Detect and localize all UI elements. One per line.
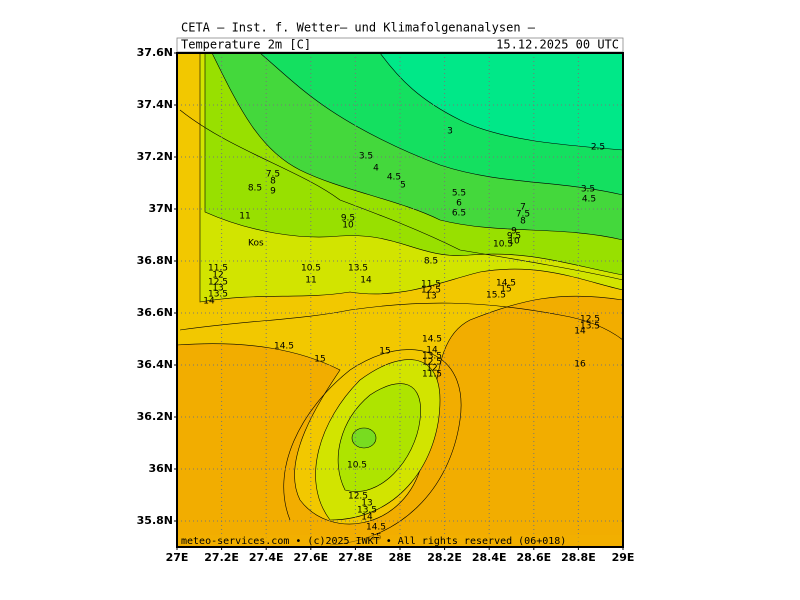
contour-label: 13 [212, 284, 223, 294]
contour-label: 5.5 [452, 189, 466, 199]
contour-label: 13.5 [348, 264, 368, 274]
contour-label: 2.5 [591, 143, 605, 153]
contour-label: 12 [212, 271, 223, 281]
lon-label: 28.2E [427, 551, 462, 564]
contour-label: 11 [305, 276, 316, 286]
lat-label: 36.6N [137, 306, 173, 319]
contour-label: 8.5 [424, 257, 438, 267]
contour-label: 10 [342, 221, 354, 231]
lat-label: 36.4N [137, 358, 173, 371]
contour-label: 10.5 [347, 461, 367, 471]
contour-label: 10.5 [493, 240, 513, 250]
contour-label: 7.5 [266, 170, 280, 180]
contour-label: 6 [456, 199, 462, 209]
lat-label: 36.2N [137, 410, 173, 423]
contour-label: 4 [373, 164, 379, 174]
contour-label: 11 [239, 212, 250, 222]
contour-label: 15 [379, 347, 390, 357]
contour-label: 14.5 [496, 279, 516, 289]
contour-label: 14 [203, 297, 215, 307]
contour-label: 9 [511, 227, 517, 237]
place-label: Kos [248, 239, 264, 249]
footer-band [177, 535, 623, 547]
lat-label: 37.2N [137, 150, 173, 163]
contour-label: 15.5 [486, 291, 506, 301]
contour-label: 13.5 [208, 290, 228, 300]
contour-label: 10.5 [301, 264, 321, 274]
contour-label: 14.5 [422, 335, 442, 345]
contour-label: 12.5 [208, 278, 228, 288]
contour-label: 14 [426, 346, 438, 356]
contour-label: 13.5 [357, 506, 377, 516]
contour-label: 15 [314, 355, 325, 365]
lon-label: 27E [166, 551, 189, 564]
contour-label: 3.5 [359, 152, 373, 162]
contour-label: 9.5 [341, 214, 355, 224]
contour-label: 14 [361, 513, 373, 523]
lon-label: 28.4E [472, 551, 507, 564]
contour-labels: 33.544.552.53.54.55.566.577.587.588.5 911… [203, 127, 605, 543]
contour-label: 3 [447, 127, 453, 137]
contour-line [179, 302, 623, 341]
contour-label: 12.5 [422, 358, 442, 368]
contour-label: 12.5 [421, 286, 441, 296]
contour-label: 7.5 [516, 210, 530, 220]
contour-label: 6.5 [452, 209, 466, 219]
contour-label: 14.5 [366, 523, 386, 533]
contour-label: 12.5 [348, 492, 368, 502]
lon-label: 29E [612, 551, 635, 564]
contour-label: 8.5 [248, 184, 262, 194]
axes: 37.6N37.4N37.2N37N36.8N36.6N36.4N36.2N36… [137, 46, 635, 564]
datetime: 15.12.2025 00 UTC [496, 38, 619, 52]
contour-label: 16 [574, 360, 586, 370]
contour-label: 8 [520, 217, 526, 227]
lat-label: 37.6N [137, 46, 173, 59]
contour-label: 10 [508, 237, 520, 247]
contour-label: 12.5 [580, 315, 600, 325]
lat-label: 36.8N [137, 254, 173, 267]
contour-label: 4.5 [387, 173, 401, 183]
contour-label: 14 [360, 276, 372, 286]
contour-label: 5 [400, 181, 406, 191]
lon-label: 27.8E [338, 551, 373, 564]
fill-band [350, 53, 623, 151]
lon-label: 28.6E [516, 551, 551, 564]
field: Kos 33.544.552.53.54.55.566.577.587.588.… [177, 53, 623, 547]
contour-label: 14 [574, 327, 586, 337]
contour-line [283, 349, 462, 546]
contour-label: 13.5 [580, 322, 600, 332]
fill-band [337, 383, 421, 492]
contour-label: 15 [500, 285, 511, 295]
contour-label: 13.5 [422, 352, 442, 362]
contour-label: 9.5 [507, 232, 521, 242]
contour-label: 12 [426, 364, 437, 374]
footer: meteo-services.com • (c)2025 IWKT • All … [181, 536, 566, 547]
variable-title: Temperature 2m [C] [181, 38, 311, 52]
contour-label: 14.5 [274, 342, 294, 352]
lat-label: 37N [148, 202, 173, 215]
fill-band [351, 427, 377, 449]
contour-label: 11.5 [422, 370, 442, 380]
lat-label: 35.8N [137, 514, 173, 527]
contour-label: 7 [520, 203, 526, 213]
contour-label: 8 [270, 177, 276, 187]
institute-title: CETA – Inst. f. Wetter– und Klimafolgena… [181, 21, 536, 35]
lon-label: 27.2E [204, 551, 239, 564]
contour-label: 11.5 [421, 280, 441, 290]
contour-label: 9 [270, 187, 276, 197]
contour-label: 11.5 [208, 264, 228, 274]
lon-label: 28E [389, 551, 412, 564]
contour-line [179, 109, 623, 281]
contour-label: 4.5 [582, 195, 596, 205]
contour-label: 13 [361, 499, 372, 509]
lon-label: 27.4E [249, 551, 284, 564]
contour-label: 13 [425, 292, 436, 302]
lat-label: 36N [148, 462, 173, 475]
lat-label: 37.4N [137, 98, 173, 111]
lon-label: 28.8E [561, 551, 596, 564]
contour-label: 3.5 [581, 185, 595, 195]
lon-label: 27.6E [293, 551, 328, 564]
